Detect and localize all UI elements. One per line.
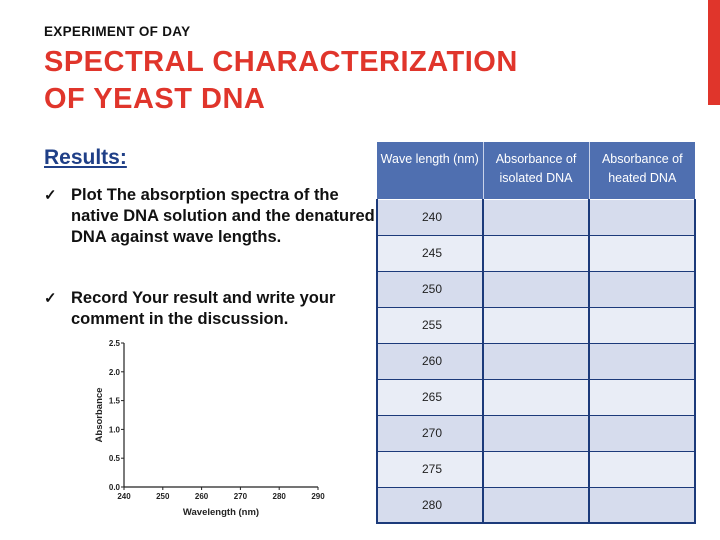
y-tick-label: 0.5 [109,454,121,463]
table-row: 240 [376,198,696,236]
x-axis-title: Wavelength (nm) [183,507,259,518]
heated-absorbance-cell[interactable] [588,198,696,236]
wavelength-cell: 275 [376,450,484,488]
x-tick-label: 280 [273,492,287,501]
y-tick-label: 1.5 [109,397,121,406]
x-tick-label: 250 [156,492,170,501]
slide-title: SPECTRAL CHARACTERIZATION OF YEAST DNA [44,44,518,118]
x-tick-label: 290 [311,492,325,501]
bullet-text: Record Your result and write your commen… [71,289,336,328]
title-line-2: OF YEAST DNA [44,83,266,115]
isolated-absorbance-cell[interactable] [482,306,590,344]
table-header-row: Wave length (nm) Absorbance of isolated … [377,142,695,199]
y-tick-label: 0.0 [109,483,121,492]
absorbance-table: Wave length (nm) Absorbance of isolated … [376,142,696,524]
x-tick-label: 260 [195,492,209,501]
heated-absorbance-cell[interactable] [588,450,696,488]
isolated-absorbance-cell[interactable] [482,450,590,488]
wavelength-cell: 250 [376,270,484,308]
table-row: 270 [376,414,696,452]
wavelength-cell: 245 [376,234,484,272]
y-tick-label: 2.0 [109,368,121,377]
table-row: 280 [376,486,696,524]
heated-absorbance-cell[interactable] [588,414,696,452]
checkmark-icon: ✓ [44,187,57,204]
table-row: 275 [376,450,696,488]
heated-absorbance-cell[interactable] [588,270,696,308]
table-row: 255 [376,306,696,344]
x-tick-label: 270 [234,492,248,501]
x-tick-label: 240 [117,492,131,501]
wavelength-cell: 280 [376,486,484,524]
wavelength-cell: 240 [376,198,484,236]
slide-kicker: EXPERIMENT OF DAY [44,24,191,39]
bullet-item: ✓ Plot The absorption spectra of the nat… [44,185,379,248]
heated-absorbance-cell[interactable] [588,486,696,524]
header-wavelength: Wave length (nm) [377,142,484,199]
title-line-1: SPECTRAL CHARACTERIZATION [44,46,518,78]
heated-absorbance-cell[interactable] [588,234,696,272]
y-tick-label: 2.5 [109,339,121,348]
table-row: 245 [376,234,696,272]
table-row: 260 [376,342,696,380]
header-absorbance-isolated: Absorbance of isolated DNA [483,142,590,199]
y-axis-title: Absorbance [94,388,105,443]
results-heading: Results: [44,146,127,169]
heated-absorbance-cell[interactable] [588,306,696,344]
isolated-absorbance-cell[interactable] [482,342,590,380]
absorbance-graph: 0.0 0.5 1.0 1.5 2.0 2.5 240 250 260 270 280 290 Abs… [94,339,325,518]
isolated-absorbance-cell[interactable] [482,414,590,452]
wavelength-cell: 265 [376,378,484,416]
accent-bar [708,0,720,105]
isolated-absorbance-cell[interactable] [482,234,590,272]
wavelength-cell: 260 [376,342,484,380]
wavelength-cell: 255 [376,306,484,344]
table-row: 250 [376,270,696,308]
isolated-absorbance-cell[interactable] [482,270,590,308]
bullet-item: ✓ Record Your result and write your comm… [44,288,379,330]
header-absorbance-heated: Absorbance of heated DNA [589,142,695,199]
heated-absorbance-cell[interactable] [588,342,696,380]
graph-axes: 0.0 0.5 1.0 1.5 2.0 2.5 240 250 260 270 280 290 [109,339,325,501]
isolated-absorbance-cell[interactable] [482,486,590,524]
wavelength-cell: 270 [376,414,484,452]
table-row: 265 [376,378,696,416]
bullet-text: Plot The absorption spectra of the nativ… [71,186,375,246]
isolated-absorbance-cell[interactable] [482,198,590,236]
checkmark-icon: ✓ [44,290,57,307]
y-tick-label: 1.0 [109,425,121,434]
heated-absorbance-cell[interactable] [588,378,696,416]
isolated-absorbance-cell[interactable] [482,378,590,416]
